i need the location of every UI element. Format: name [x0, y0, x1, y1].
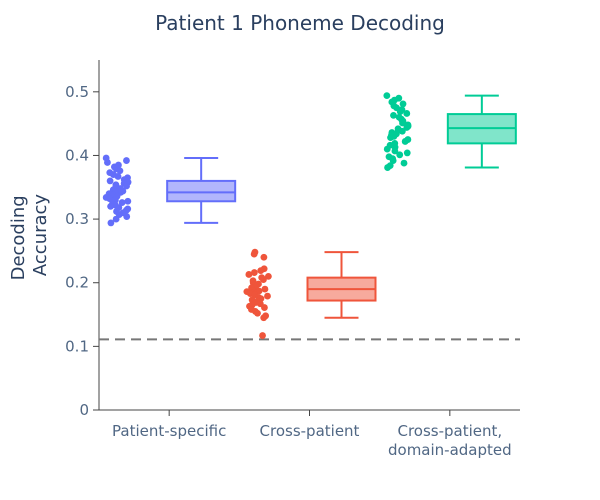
x-tick-label-line: domain-adapted [388, 441, 512, 459]
x-tick-label: Cross-patient [260, 422, 360, 440]
data-point [264, 292, 271, 300]
data-point [255, 287, 263, 295]
data-point [106, 177, 114, 185]
data-point [383, 145, 391, 153]
x-tick-label-line: Cross-patient, [397, 422, 502, 440]
data-point [396, 151, 404, 159]
data-point [403, 110, 411, 117]
y-tick-label: 0.4 [65, 146, 89, 164]
data-point [254, 309, 261, 317]
data-point [118, 199, 126, 206]
x-tick-label-line: Cross-patient [260, 422, 360, 440]
data-point [390, 111, 397, 119]
data-point [403, 149, 411, 157]
data-point [264, 272, 272, 280]
data-point [250, 250, 258, 258]
data-point [399, 100, 407, 108]
data-point [260, 253, 268, 261]
data-point [396, 108, 404, 115]
data-point [260, 276, 267, 283]
data-point [124, 197, 132, 205]
data-point [259, 332, 266, 339]
data-point [389, 157, 397, 164]
data-point [116, 167, 124, 175]
data-point [107, 219, 115, 227]
data-point [106, 195, 114, 203]
data-point [387, 134, 394, 142]
chart-title: Patient 1 Phoneme Decoding [155, 11, 445, 35]
data-point [261, 285, 269, 293]
data-point [384, 164, 391, 171]
data-point [250, 269, 258, 276]
x-tick-label: Patient-specific [112, 422, 226, 440]
data-point [123, 157, 130, 164]
y-tick-label: 0.5 [65, 83, 89, 101]
y-tick-label: 0.3 [65, 210, 89, 228]
data-point [403, 124, 411, 131]
y-axis-label-line: Decoding [8, 195, 29, 280]
y-axis-label: Decoding Accuracy [8, 190, 51, 281]
y-tick-label: 0.2 [65, 274, 89, 292]
data-point [112, 215, 120, 223]
data-point [399, 119, 406, 127]
data-point [104, 159, 111, 166]
data-point [107, 202, 114, 210]
data-point [245, 271, 253, 278]
data-point [400, 159, 408, 167]
plot-area: 0 0.1 0.2 0.3 0.4 0.5 Patient-specific Cross-pa… [65, 60, 520, 459]
data-point [123, 213, 131, 220]
data-point [257, 267, 265, 275]
data-point [383, 92, 391, 100]
box-iqr [166, 179, 237, 203]
x-tick-label: Cross-patient, domain-adapted [388, 422, 512, 459]
data-point [261, 304, 268, 311]
x-tick-label-line: Patient-specific [112, 422, 226, 440]
data-point [401, 138, 409, 145]
y-axis-label-line: Accuracy [30, 194, 51, 277]
data-point [114, 173, 122, 180]
data-point [391, 147, 399, 155]
y-tick-label: 0.1 [65, 337, 89, 355]
data-point [123, 182, 130, 190]
data-point [260, 314, 268, 322]
y-tick-label: 0 [79, 401, 89, 419]
data-point [398, 127, 406, 135]
